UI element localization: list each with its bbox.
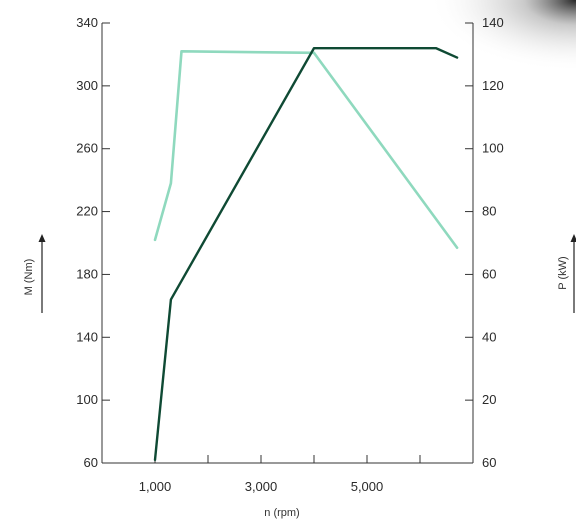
y-left-tick-label: 340 — [76, 15, 98, 30]
y-left-ticks: 60 100 140 180 220 260 300 340 — [76, 15, 110, 470]
background-shade — [330, 0, 576, 120]
y-right-tick-label: 20 — [482, 392, 496, 407]
y-right-tick-label: 80 — [482, 204, 496, 219]
y-right-tick-label: 40 — [482, 329, 496, 344]
y-right-tick-label: 100 — [482, 141, 504, 156]
y-left-arrow-icon — [38, 234, 46, 242]
series — [153, 46, 459, 462]
y-left-title-text: M (Nm) — [23, 259, 35, 296]
y-left-tick-label: 220 — [76, 204, 98, 219]
y-left-axis-title: M (Nm) — [23, 234, 46, 313]
x-ticks: 1,000 3,000 5,000 — [139, 455, 421, 494]
y-right-tick-label: 140 — [482, 15, 504, 30]
y-right-title-text: P (kW) — [557, 256, 569, 289]
y-left-tick-label: 100 — [76, 392, 98, 407]
y-right-ticks: 60 20 40 60 80 100 120 140 — [465, 15, 504, 470]
y-right-tick-label: 120 — [482, 78, 504, 93]
y-left-tick-label: 60 — [84, 455, 98, 470]
y-right-tick-label: 60 — [482, 455, 496, 470]
y-left-tick-label: 300 — [76, 78, 98, 93]
power-series-line — [153, 46, 459, 462]
y-left-tick-label: 140 — [76, 329, 98, 344]
y-left-tick-label: 180 — [76, 266, 98, 281]
x-axis-title: n (rpm) — [264, 507, 299, 519]
y-right-axis-title: P (kW) — [557, 234, 576, 313]
y-left-tick-label: 260 — [76, 141, 98, 156]
x-tick-label: 1,000 — [139, 479, 172, 494]
axes — [101, 23, 474, 464]
x-tick-label: 5,000 — [351, 479, 384, 494]
y-right-tick-label: 60 — [482, 266, 496, 281]
y-right-arrow-icon — [570, 234, 576, 242]
x-tick-label: 3,000 — [245, 479, 278, 494]
torque-series-line — [153, 49, 459, 250]
